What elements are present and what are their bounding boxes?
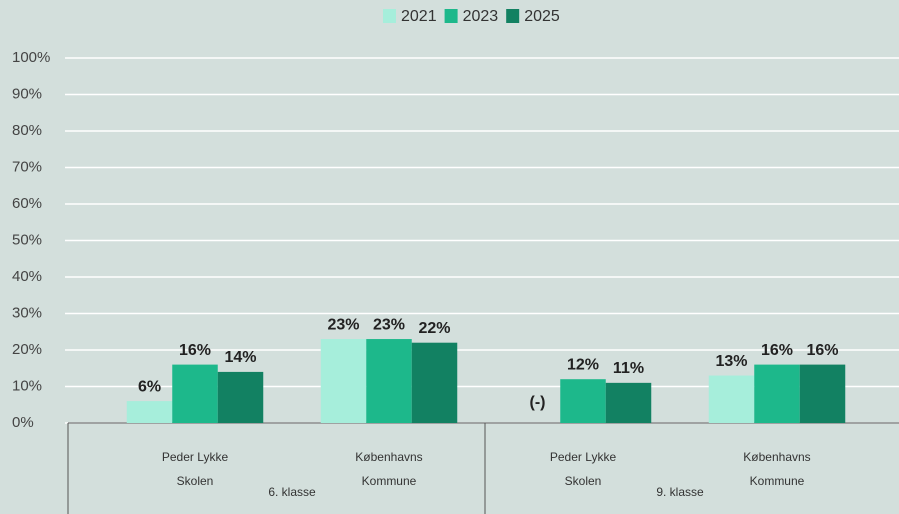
- legend-swatch: [506, 9, 520, 23]
- x-tick-label: Skolen: [565, 474, 602, 488]
- y-tick-label: 90%: [12, 85, 42, 102]
- value-label: 23%: [373, 316, 405, 333]
- y-tick-label: 60%: [12, 195, 42, 212]
- bar: [217, 371, 264, 423]
- y-tick-label: 10%: [12, 377, 42, 394]
- value-label: 16%: [179, 342, 211, 359]
- value-label: 22%: [418, 320, 450, 337]
- value-label: 16%: [761, 342, 793, 359]
- value-label: 23%: [327, 316, 359, 333]
- bar: [605, 382, 652, 423]
- x-tick-label: Københavns: [743, 450, 810, 464]
- value-label: 14%: [224, 349, 256, 366]
- legend-swatch: [383, 9, 396, 23]
- y-tick-label: 30%: [12, 304, 42, 321]
- value-label: 6%: [138, 378, 161, 395]
- bar: [799, 364, 846, 423]
- group-label: 9. klasse: [656, 485, 704, 499]
- x-tick-label: Peder Lykke: [162, 450, 229, 464]
- legend-label: 2021: [401, 8, 437, 25]
- bar: [366, 339, 412, 423]
- bar: [708, 375, 755, 423]
- value-label: 13%: [715, 353, 747, 370]
- legend-swatch: [444, 9, 458, 23]
- y-tick-label: 50%: [12, 231, 42, 248]
- x-tick-label: Københavns: [355, 450, 422, 464]
- legend-label: 2025: [524, 8, 560, 25]
- bar: [411, 342, 458, 423]
- bar: [172, 364, 218, 423]
- value-label: 16%: [806, 342, 838, 359]
- bar: [320, 339, 367, 423]
- bar: [754, 364, 800, 423]
- bar: [560, 379, 606, 423]
- bar: [126, 401, 173, 423]
- y-tick-label: 80%: [12, 122, 42, 139]
- x-tick-label: Kommune: [750, 474, 805, 488]
- value-label: 11%: [613, 360, 644, 377]
- x-tick-label: Skolen: [177, 474, 214, 488]
- x-tick-label: Kommune: [362, 474, 417, 488]
- y-tick-label: 0%: [12, 414, 34, 431]
- group-label: 6. klasse: [268, 485, 316, 499]
- value-label: 12%: [567, 356, 599, 373]
- y-tick-label: 70%: [12, 158, 42, 175]
- value-label: (-): [530, 394, 546, 411]
- y-tick-label: 20%: [12, 341, 42, 358]
- legend-label: 2023: [463, 8, 499, 25]
- y-tick-label: 40%: [12, 268, 42, 285]
- x-tick-label: Peder Lykke: [550, 450, 617, 464]
- y-tick-label: 100%: [12, 49, 50, 66]
